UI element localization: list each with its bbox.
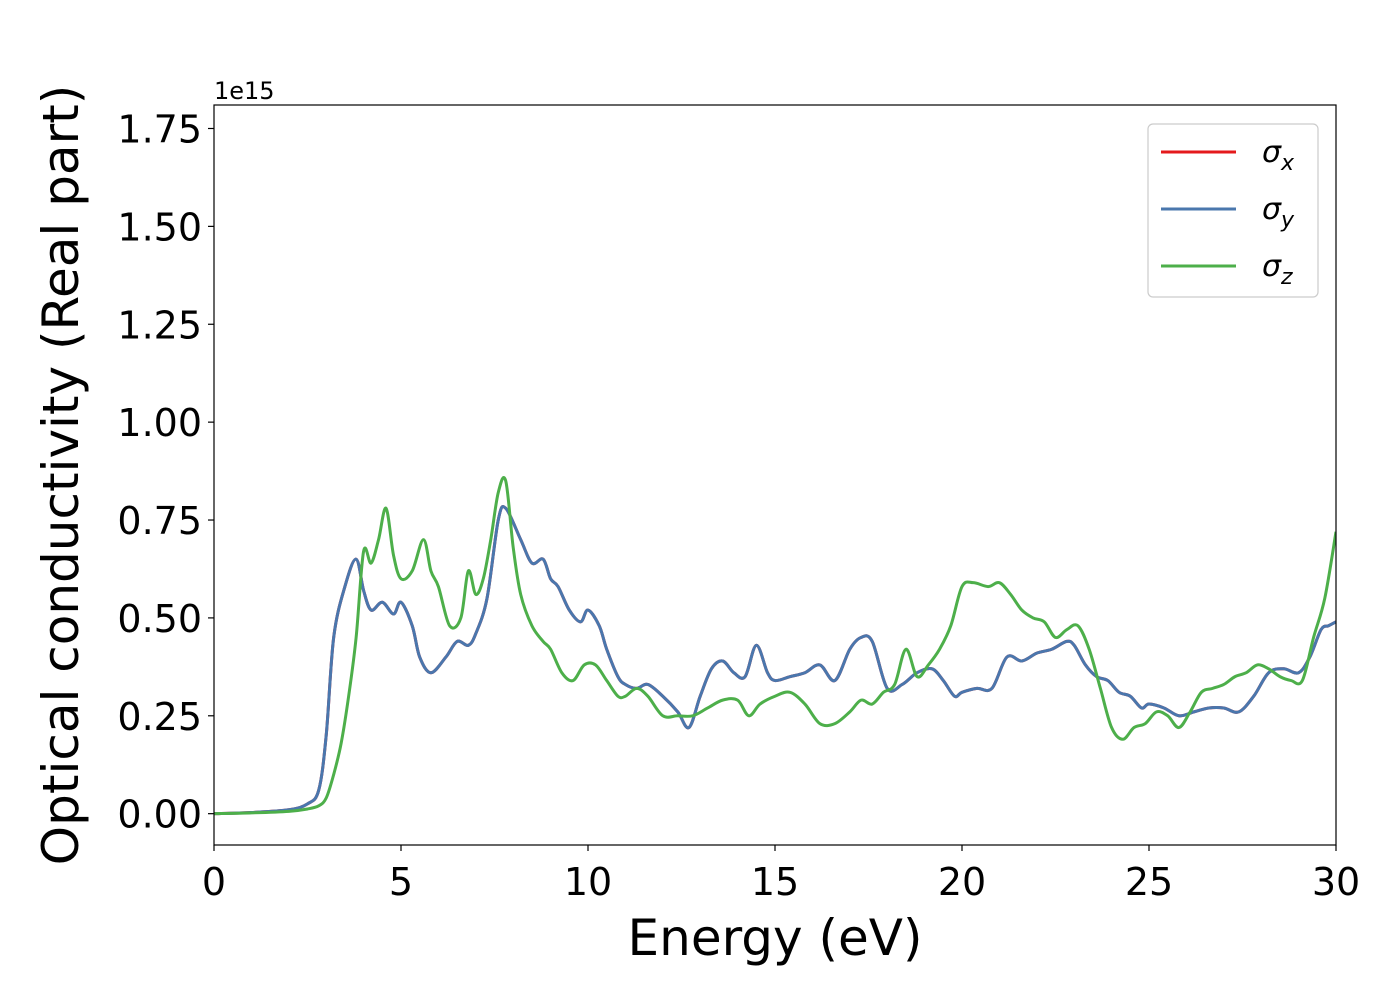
legend-label: σz [1262, 249, 1293, 290]
y-tick-label: 1.75 [117, 107, 202, 151]
x-tick-label: 25 [1125, 860, 1173, 904]
y-tick-label: 1.50 [117, 205, 202, 249]
y-tick-label: 0.50 [117, 597, 202, 641]
x-tick-label: 5 [389, 860, 413, 904]
y-axis-ticks: 0.00 0.25 0.50 0.75 1.00 1.25 1.50 1.75 [117, 107, 214, 837]
y-axis-offset-label: 1e15 [214, 77, 275, 105]
legend-label: σy [1262, 192, 1295, 233]
x-tick-label: 0 [202, 860, 226, 904]
series-layer [214, 475, 1336, 816]
legend: σx σy σz [1147, 123, 1319, 298]
x-tick-label: 15 [751, 860, 799, 904]
y-axis-label: Optical conductivity (Real part) [32, 85, 90, 866]
x-tick-label: 20 [938, 860, 986, 904]
legend-entry-x: σx [1161, 135, 1295, 176]
legend-entry-y: σy [1161, 192, 1295, 233]
series-line-y [214, 505, 1336, 816]
y-tick-label: 1.00 [117, 401, 202, 445]
x-tick-label: 30 [1312, 860, 1360, 904]
y-tick-label: 0.75 [117, 499, 202, 543]
y-tick-label: 1.25 [117, 303, 202, 347]
x-axis-ticks: 0 5 10 15 20 25 30 [202, 845, 1360, 904]
x-tick-label: 10 [564, 860, 612, 904]
y-tick-label: 0.00 [117, 793, 202, 837]
series-line-x [214, 505, 1336, 816]
y-tick-label: 0.25 [117, 695, 202, 739]
legend-label: σx [1262, 135, 1295, 176]
x-axis-label: Energy (eV) [628, 909, 923, 967]
legend-entry-z: σz [1161, 249, 1293, 290]
series-line-z [214, 475, 1336, 816]
